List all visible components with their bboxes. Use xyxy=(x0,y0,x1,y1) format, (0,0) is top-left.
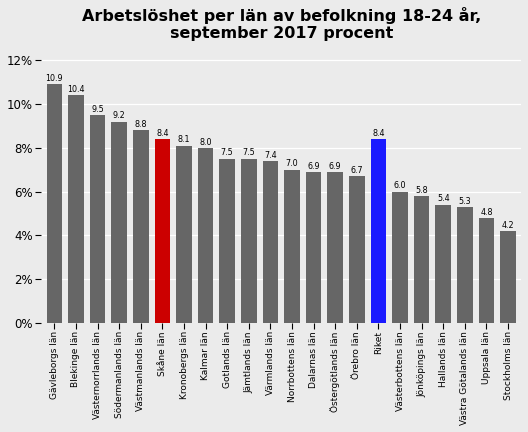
Text: 6.7: 6.7 xyxy=(351,166,363,175)
Bar xyxy=(133,130,148,323)
Bar xyxy=(327,172,343,323)
Text: 7.5: 7.5 xyxy=(221,149,233,158)
Bar xyxy=(436,205,451,323)
Text: 4.2: 4.2 xyxy=(502,221,514,230)
Bar xyxy=(46,84,62,323)
Title: Arbetslöshet per län av befolkning 18-24 år,
september 2017 procent: Arbetslöshet per län av befolkning 18-24… xyxy=(82,7,481,41)
Bar xyxy=(306,172,322,323)
Text: 6.9: 6.9 xyxy=(329,162,342,171)
Bar xyxy=(220,159,235,323)
Text: 5.8: 5.8 xyxy=(416,186,428,195)
Bar xyxy=(501,231,516,323)
Bar xyxy=(349,176,365,323)
Bar xyxy=(479,218,494,323)
Text: 4.8: 4.8 xyxy=(480,207,493,216)
Bar xyxy=(155,139,170,323)
Bar xyxy=(371,139,386,323)
Text: 10.4: 10.4 xyxy=(67,85,84,94)
Text: 8.8: 8.8 xyxy=(135,120,147,129)
Text: 10.9: 10.9 xyxy=(45,74,63,83)
Bar xyxy=(198,148,213,323)
Bar xyxy=(262,161,278,323)
Text: 7.0: 7.0 xyxy=(286,159,298,168)
Bar xyxy=(284,170,300,323)
Text: 5.4: 5.4 xyxy=(437,194,449,203)
Bar xyxy=(414,196,429,323)
Bar xyxy=(176,146,192,323)
Bar xyxy=(457,207,473,323)
Text: 8.4: 8.4 xyxy=(156,129,168,138)
Bar xyxy=(111,122,127,323)
Text: 6.9: 6.9 xyxy=(307,162,320,171)
Text: 6.0: 6.0 xyxy=(394,181,407,191)
Text: 7.4: 7.4 xyxy=(264,151,277,160)
Text: 8.1: 8.1 xyxy=(178,135,190,144)
Bar xyxy=(68,95,84,323)
Text: 9.5: 9.5 xyxy=(91,105,104,114)
Bar xyxy=(241,159,257,323)
Text: 8.0: 8.0 xyxy=(200,137,212,146)
Bar xyxy=(90,115,106,323)
Text: 8.4: 8.4 xyxy=(372,129,385,138)
Text: 9.2: 9.2 xyxy=(113,111,126,121)
Text: 7.5: 7.5 xyxy=(242,149,255,158)
Text: 5.3: 5.3 xyxy=(458,197,471,206)
Bar xyxy=(392,192,408,323)
